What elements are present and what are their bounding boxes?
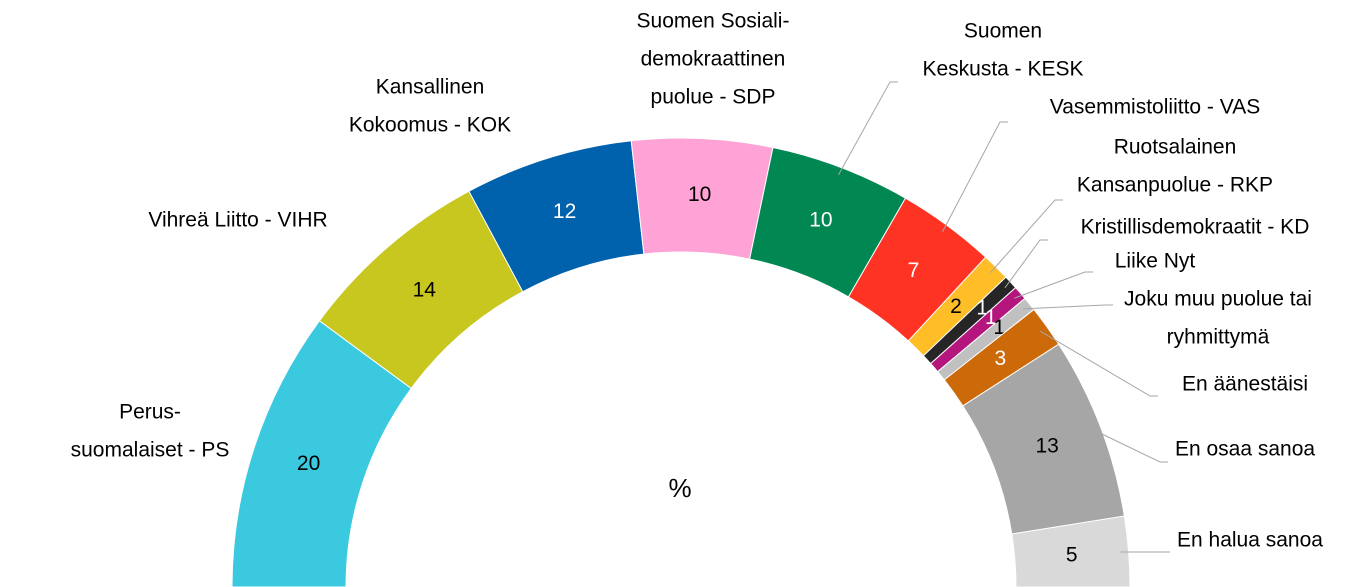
value-label: 12	[553, 200, 576, 223]
category-label: suomalaiset - PS	[71, 439, 230, 462]
category-label: Kansallinen	[376, 76, 485, 99]
leader-line	[1004, 239, 1048, 289]
leader-line	[1092, 429, 1168, 463]
value-label: 1	[993, 316, 1005, 339]
leader-line	[1014, 271, 1093, 299]
category-label: En osaa sanoa	[1175, 438, 1315, 461]
value-label: 1	[985, 306, 997, 329]
category-label: Vasemmistoliitto - VAS	[1050, 96, 1260, 119]
category-label: puolue - SDP	[651, 86, 776, 109]
category-label: demokraattinen	[641, 48, 786, 71]
value-label: 10	[809, 208, 832, 231]
category-label: Vihreä Liitto - VIHR	[148, 209, 327, 232]
category-label: Kokoomus - KOK	[349, 114, 511, 137]
leader-line	[942, 121, 1008, 233]
value-label: 5	[1066, 543, 1078, 566]
category-label: Kansanpuolue - RKP	[1077, 174, 1273, 197]
value-label: 7	[908, 259, 920, 282]
leader-line	[837, 81, 898, 176]
segment	[1011, 515, 1131, 587]
category-label: Liike Nyt	[1115, 250, 1196, 273]
category-label: Joku muu puolue tai	[1124, 288, 1312, 311]
leader-line	[989, 199, 1063, 274]
category-label: Keskusta - KESK	[922, 58, 1083, 81]
value-label: 1	[976, 296, 988, 319]
leader-line	[1039, 330, 1158, 397]
value-label: 3	[994, 347, 1006, 370]
category-label: Suomen Sosiali-	[637, 10, 790, 33]
value-label: 14	[413, 278, 437, 301]
category-label: Perus-	[119, 401, 181, 424]
category-label: Kristillisdemokraatit - KD	[1081, 216, 1310, 239]
value-label: 2	[950, 295, 962, 318]
category-label: Ruotsalainen	[1114, 136, 1237, 159]
leader-line	[1023, 304, 1113, 310]
category-label: En äänestäisi	[1182, 373, 1308, 396]
category-label: Suomen	[964, 20, 1042, 43]
category-label: ryhmittymä	[1167, 326, 1270, 349]
value-label: 13	[1036, 435, 1059, 458]
category-label: En halua sanoa	[1177, 529, 1323, 552]
center-label: %	[668, 473, 691, 503]
value-label: 10	[688, 183, 711, 206]
value-label: 20	[297, 452, 320, 475]
